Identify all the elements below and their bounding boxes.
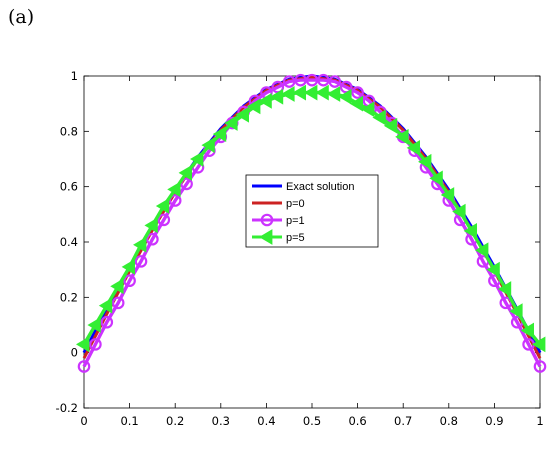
triangle-marker [133, 236, 147, 253]
legend-entry: p=0 [252, 198, 305, 210]
triangle-marker [361, 101, 375, 118]
y-tick-label: 0.2 [60, 290, 78, 304]
triangle-marker [452, 203, 466, 220]
circle-marker [77, 360, 91, 373]
y-tick-label: 0.4 [60, 235, 78, 249]
circle-marker [123, 274, 136, 288]
y-tick-label: 1 [71, 69, 78, 83]
triangle-marker [532, 336, 546, 353]
triangle-marker [259, 229, 273, 245]
triangle-marker [372, 109, 386, 126]
triangle-marker [269, 88, 284, 105]
legend-label: p=0 [286, 198, 305, 210]
circle-marker [499, 296, 513, 310]
triangle-marker [315, 84, 329, 101]
triangle-marker [406, 140, 420, 156]
triangle-marker [475, 242, 489, 259]
triangle-marker [235, 106, 249, 123]
series-layer [76, 73, 547, 373]
circle-marker [100, 315, 114, 329]
panel-label: (a) [8, 6, 35, 28]
circle-marker [317, 73, 330, 87]
circle-marker [146, 232, 159, 246]
triangle-marker [281, 86, 295, 102]
y-tick-label: 0.8 [60, 124, 78, 138]
circle-marker [282, 75, 296, 88]
legend: Exact solution p=0 p=1 p=5 [245, 174, 379, 248]
triangle-marker [326, 86, 341, 102]
triangle-marker [98, 297, 113, 314]
triangle-marker [110, 278, 124, 295]
x-tick-label: 0.4 [257, 414, 275, 428]
legend-entry: p=5 [252, 229, 305, 245]
circle-marker [168, 194, 182, 207]
legend-label: p=5 [286, 232, 305, 244]
triangle-marker [247, 98, 261, 115]
circle-marker [111, 296, 125, 310]
circle-marker [134, 255, 148, 268]
x-tick-label: 0.7 [394, 414, 412, 428]
circle-marker [260, 213, 274, 227]
legend-entry: Exact solution [252, 181, 354, 193]
axes: 0 0.1 0.2 0.3 0.4 0.5 0.6 0.7 0.8 0.9 1-0.200.20.4… [56, 69, 544, 428]
x-tick-label: 0.2 [166, 414, 184, 428]
triangle-marker [201, 137, 215, 154]
triangle-marker [190, 151, 204, 167]
y-tick-label: 0.6 [60, 180, 78, 194]
series-line [82, 78, 542, 368]
x-tick-label: 0.5 [303, 414, 321, 428]
triangle-marker [383, 117, 398, 134]
triangle-marker [76, 336, 90, 353]
circle-marker [157, 213, 171, 227]
circle-marker [328, 75, 342, 88]
x-tick-label: 0.3 [212, 414, 230, 428]
x-tick-label: 0.8 [440, 414, 458, 428]
series-p-5 [76, 84, 546, 353]
circle-marker [351, 86, 364, 99]
triangle-marker [121, 259, 135, 275]
triangle-marker [349, 95, 363, 112]
triangle-marker [87, 317, 101, 333]
legend-label: p=1 [286, 215, 305, 227]
x-tick-label: 0.1 [120, 414, 138, 428]
triangle-marker [440, 187, 455, 203]
x-tick-label: 0 [80, 414, 87, 428]
triangle-marker [509, 303, 523, 320]
triangle-marker [429, 170, 443, 187]
circle-marker [89, 338, 102, 351]
triangle-marker [520, 322, 534, 339]
triangle-marker [167, 181, 181, 198]
triangle-marker [395, 128, 409, 145]
triangle-marker [178, 164, 192, 181]
triangle-marker [224, 115, 238, 131]
triangle-marker [486, 261, 500, 278]
x-tick-label: 0.6 [348, 414, 366, 428]
triangle-marker [212, 126, 227, 142]
circle-marker [180, 177, 193, 191]
triangle-marker [418, 153, 432, 170]
y-tick-label: 0 [71, 346, 78, 360]
circle-marker [533, 360, 547, 373]
legend-label: Exact solution [286, 181, 354, 193]
triangle-marker [338, 88, 352, 105]
x-tick-label: 1 [536, 414, 543, 428]
triangle-marker [155, 198, 170, 214]
triangle-marker [144, 217, 158, 234]
triangle-marker [258, 93, 272, 109]
legend-entry: p=1 [252, 213, 305, 227]
x-tick-label: 0.9 [485, 414, 503, 428]
triangle-marker [463, 223, 477, 239]
y-tick-label: -0.2 [56, 401, 78, 415]
triangle-marker [497, 281, 512, 297]
